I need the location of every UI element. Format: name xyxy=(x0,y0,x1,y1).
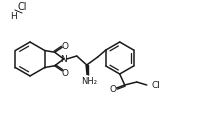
Text: H: H xyxy=(10,11,17,20)
Text: Cl: Cl xyxy=(152,81,161,90)
Text: O: O xyxy=(62,69,69,78)
Text: O: O xyxy=(110,85,117,94)
Text: O: O xyxy=(62,41,69,50)
Text: Cl: Cl xyxy=(17,2,27,12)
Polygon shape xyxy=(86,65,88,75)
Text: NH₂: NH₂ xyxy=(81,76,97,85)
Text: N: N xyxy=(60,55,67,64)
